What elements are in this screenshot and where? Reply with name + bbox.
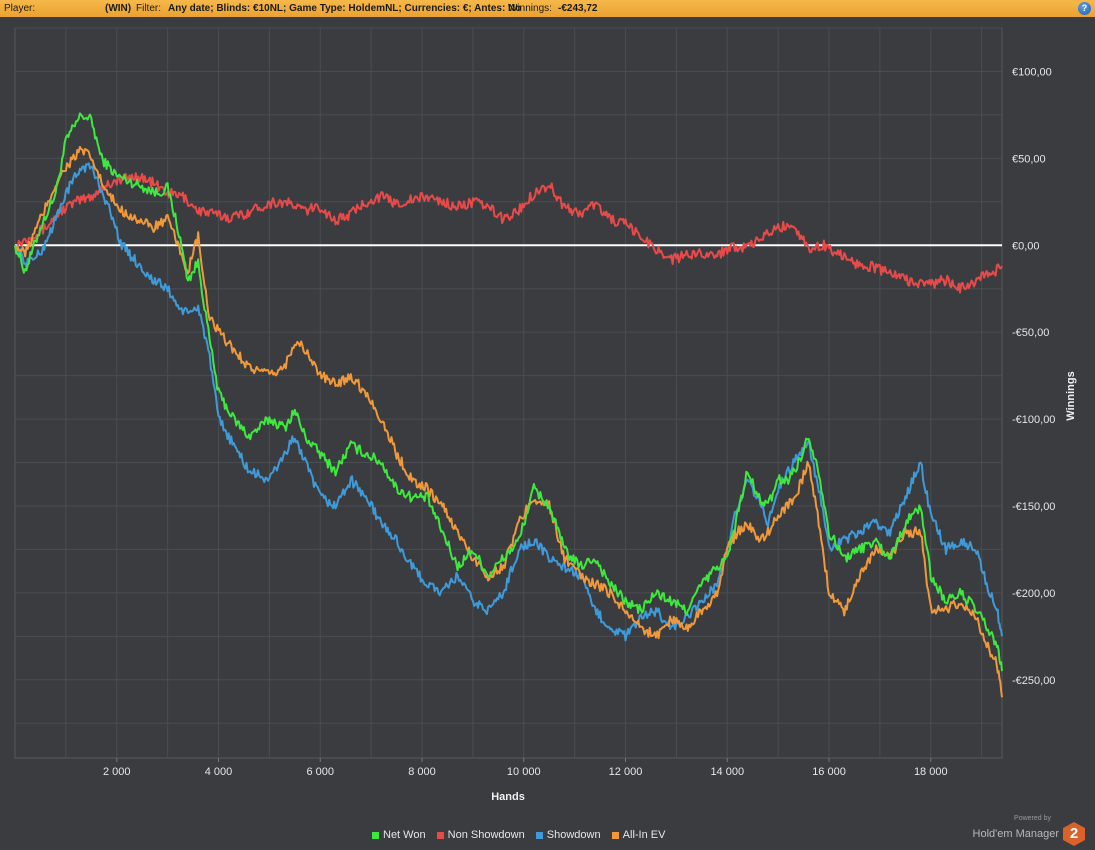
legend-item-all-in-ev[interactable]: All-In EV: [611, 829, 666, 841]
x-tick-label: 4 000: [205, 766, 233, 778]
plot-area: [14, 27, 1003, 759]
filter-label: Filter:: [136, 3, 161, 14]
x-tick-label: 16 000: [812, 766, 846, 778]
hem2-badge-icon: 2: [1063, 822, 1085, 846]
powered-by-label: Powered by: [1014, 815, 1051, 822]
legend-item-non-showdown[interactable]: Non Showdown: [436, 829, 525, 841]
legend-label: Showdown: [546, 829, 601, 841]
legend-swatch: [535, 831, 543, 839]
series-line-showdown: [14, 162, 1003, 642]
legend-swatch: [436, 831, 444, 839]
y-tick-label: -€50,00: [1012, 327, 1049, 339]
x-tick-label: 14 000: [710, 766, 744, 778]
y-axis-label: Winnings: [1065, 371, 1077, 420]
filter-value[interactable]: Any date; Blinds: €10NL; Game Type: Hold…: [168, 3, 522, 14]
legend-item-showdown[interactable]: Showdown: [535, 829, 601, 841]
help-icon[interactable]: ?: [1078, 2, 1091, 15]
y-tick-label: -€100,00: [1012, 414, 1055, 426]
legend-label: All-In EV: [622, 829, 666, 841]
x-tick-label: 8 000: [408, 766, 436, 778]
legend-swatch: [611, 831, 619, 839]
series-line-non-showdown: [14, 172, 1003, 294]
winnings-value: -€243,72: [558, 3, 598, 14]
x-axis-label: Hands: [491, 791, 525, 803]
y-tick-label: -€150,00: [1012, 501, 1055, 513]
x-tick-label: 10 000: [507, 766, 541, 778]
legend-label: Net Won: [383, 829, 426, 841]
x-tick-label: 12 000: [609, 766, 643, 778]
y-tick-label: €0,00: [1012, 240, 1040, 252]
x-tick-label: 18 000: [914, 766, 948, 778]
legend-label: Non Showdown: [447, 829, 525, 841]
x-tick-label: 6 000: [306, 766, 334, 778]
site-label: (WIN): [105, 3, 132, 14]
chart-grid: [14, 27, 1003, 759]
series-line-all-in-ev: [14, 145, 1003, 698]
y-tick-label: -€200,00: [1012, 588, 1055, 600]
legend-swatch: [372, 831, 379, 839]
y-tick-label: €100,00: [1012, 66, 1052, 78]
chart-series: [14, 112, 1003, 698]
filter-header-bar: Player: (WIN) Filter: Any date; Blinds: …: [0, 0, 1095, 17]
y-tick-label: -€250,00: [1012, 675, 1055, 687]
y-tick-label: €50,00: [1012, 153, 1046, 165]
chart-legend: Net Won Non Showdown Showdown All-In EV: [372, 829, 673, 842]
x-tick-label: 2 000: [103, 766, 131, 778]
hem2-logo: Powered by Hold'em Manager 2: [973, 815, 1085, 846]
legend-item-net-won[interactable]: Net Won: [372, 829, 426, 841]
player-label: Player:: [4, 3, 36, 14]
series-line-net-won: [14, 112, 1003, 672]
product-name: Hold'em Manager: [972, 828, 1059, 840]
winnings-label: Winnings:: [508, 3, 552, 14]
